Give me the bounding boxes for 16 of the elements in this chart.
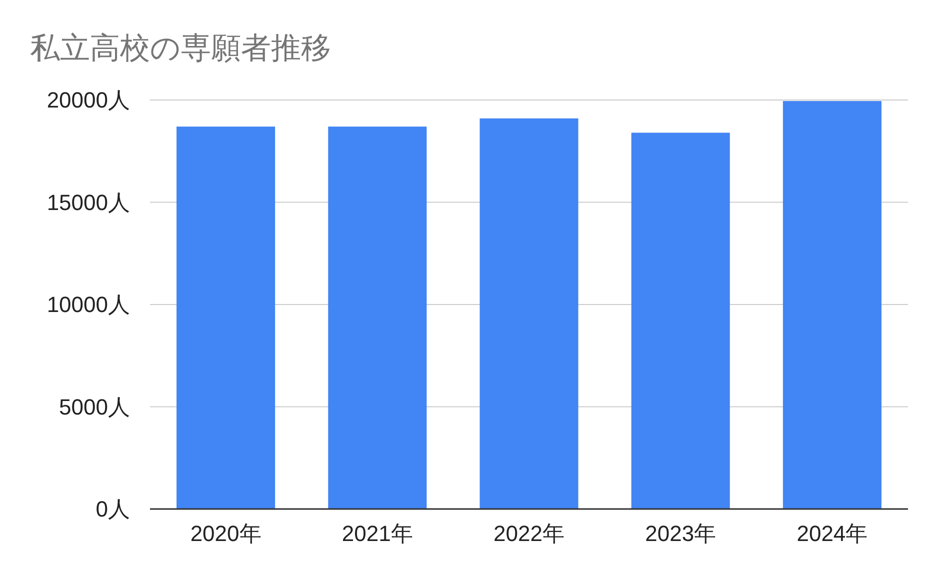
y-tick-label: 20000人	[46, 88, 130, 113]
x-tick-label: 2020年	[190, 521, 262, 546]
x-tick-label: 2021年	[342, 521, 413, 546]
bar	[782, 101, 882, 509]
y-tick-label: 5000人	[59, 394, 130, 420]
y-tick-label: 0人	[96, 496, 130, 522]
bar	[176, 126, 276, 509]
x-tick-label: 2023年	[645, 521, 716, 546]
y-tick-label: 10000人	[46, 292, 130, 318]
chart-title: 私立高校の専願者推移	[30, 32, 331, 65]
bar	[480, 118, 578, 509]
bar	[328, 126, 427, 509]
bar	[631, 132, 730, 509]
x-tick-label: 2022年	[494, 521, 564, 546]
x-tick-label: 2024年	[796, 521, 868, 546]
y-tick-label: 15000人	[46, 190, 130, 215]
